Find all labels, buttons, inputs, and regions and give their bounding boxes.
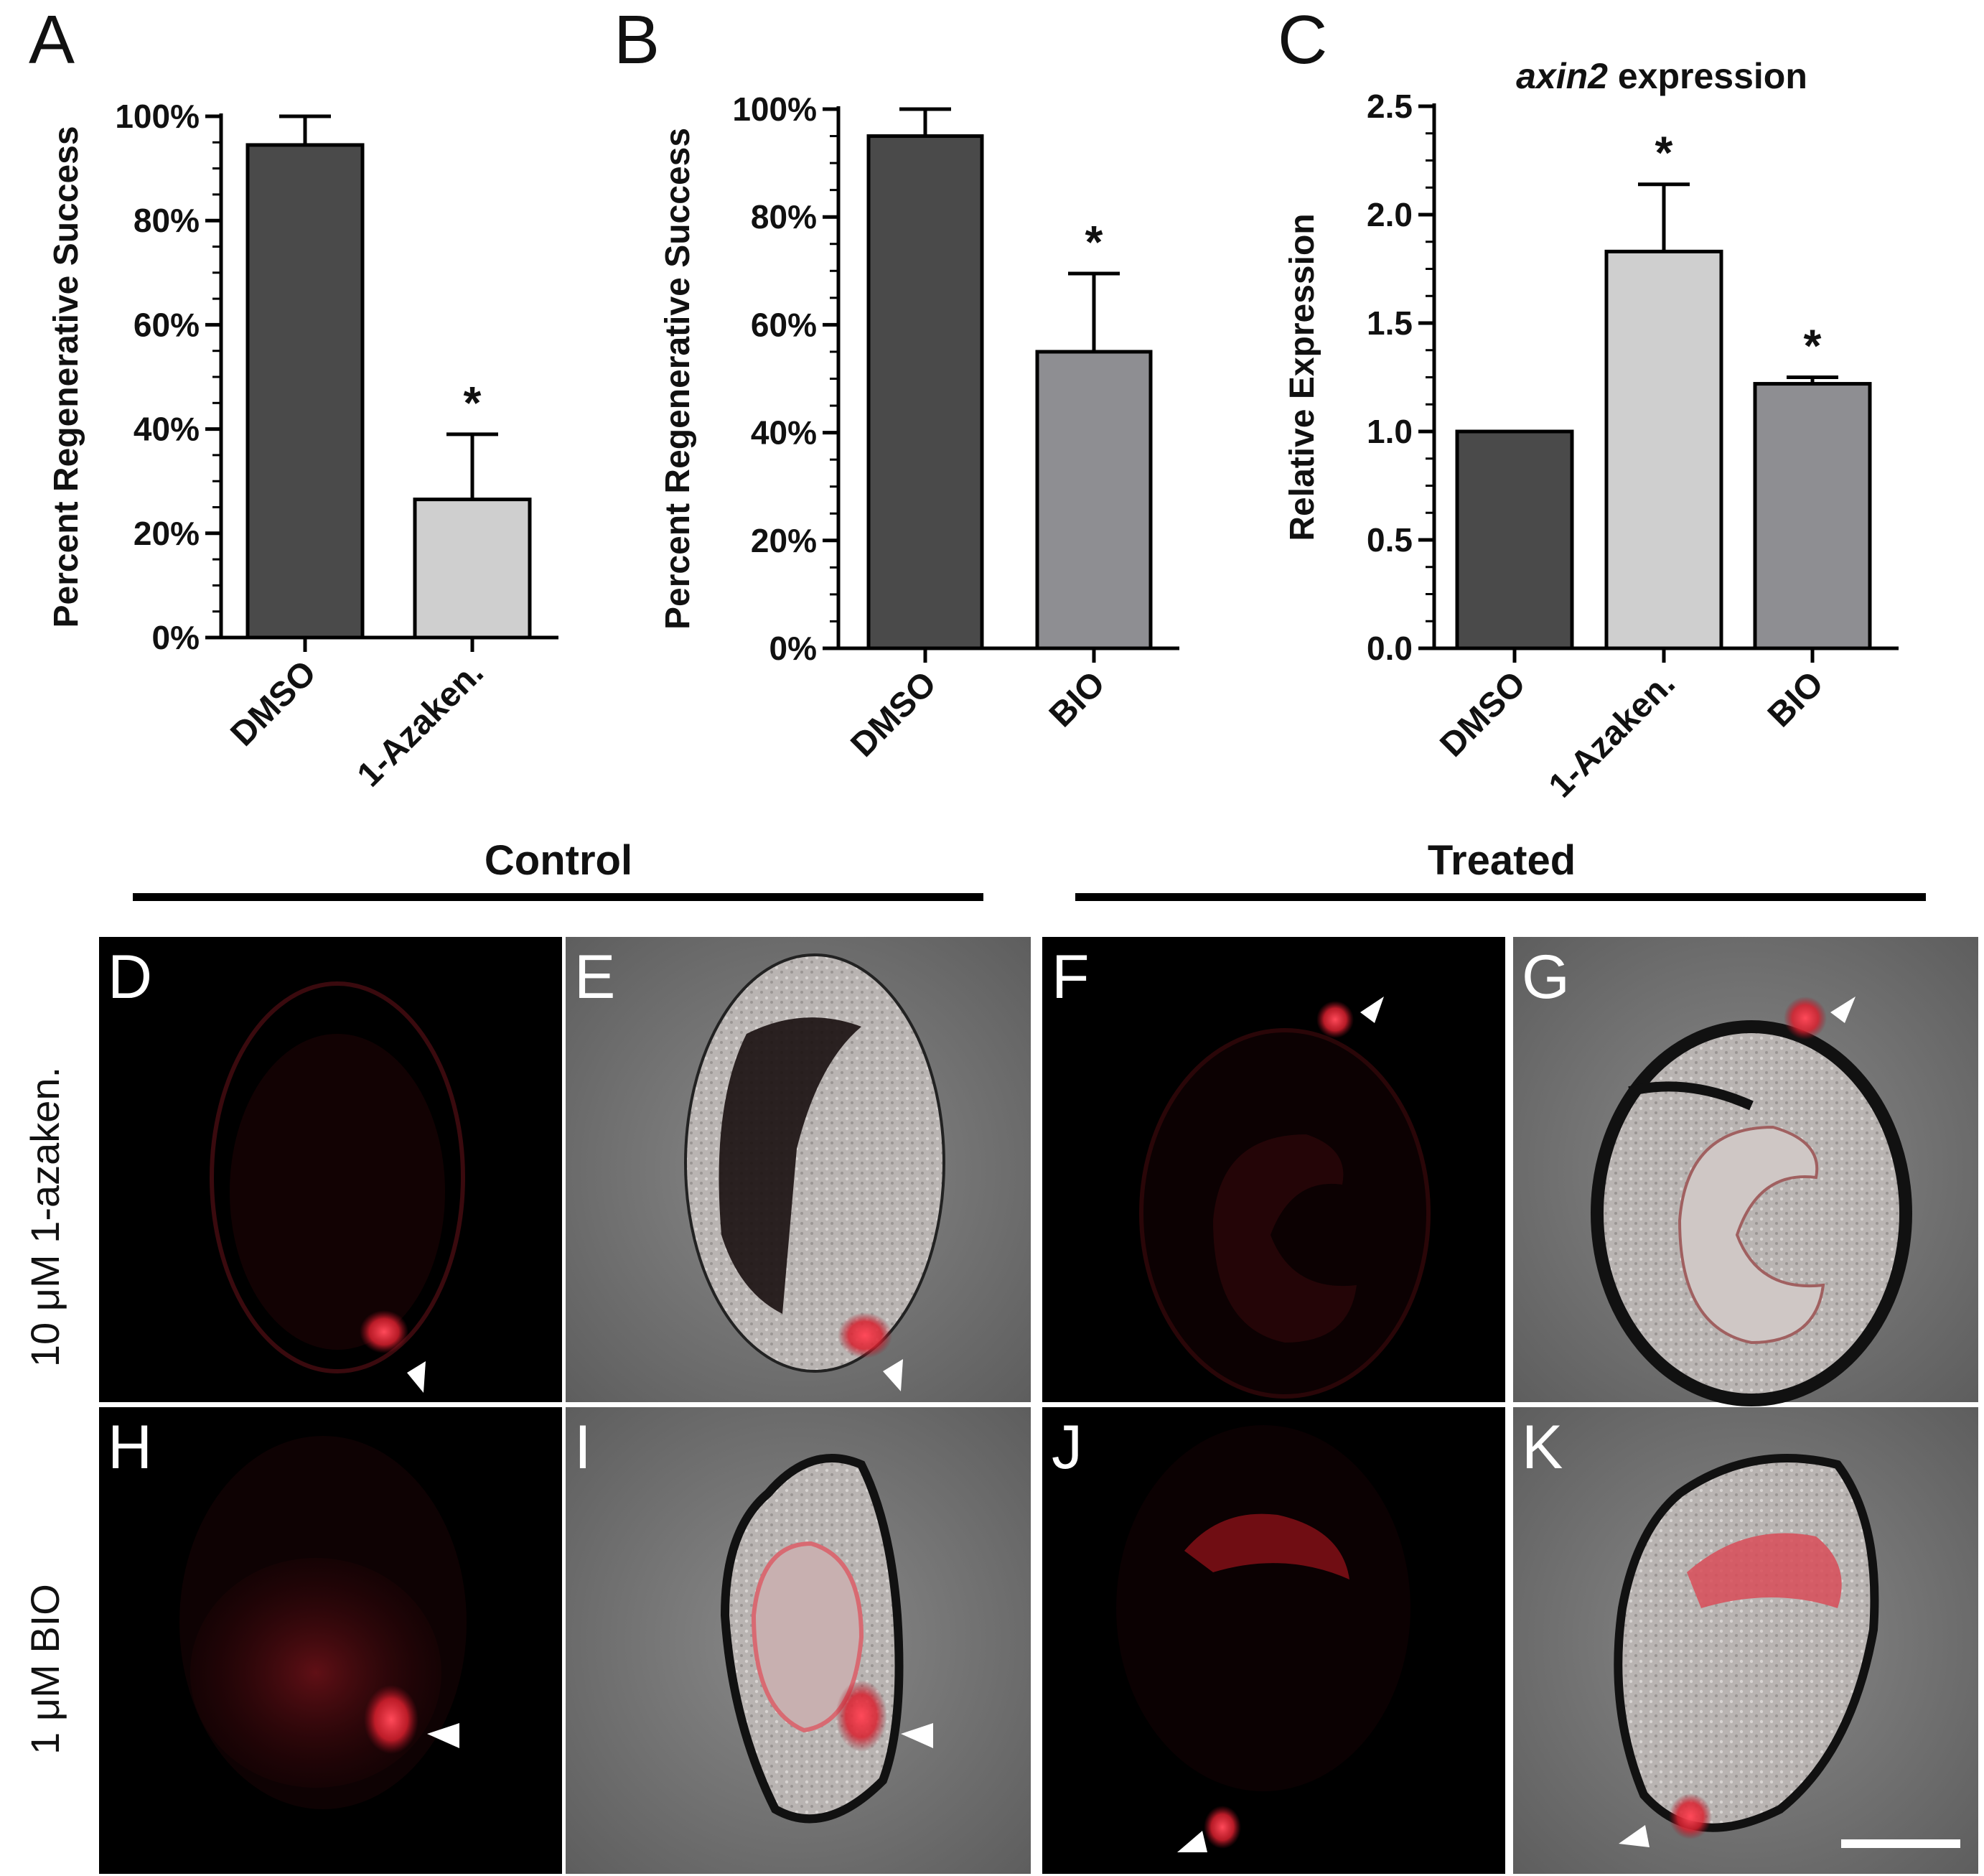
micrograph-f: F xyxy=(1042,937,1505,1402)
chart-c-category-label: DMSO xyxy=(1433,664,1533,764)
chart-b-tick-label: 80% xyxy=(751,198,817,235)
chart-a-tick-label: 20% xyxy=(134,515,200,552)
chart-c-tick-label: 2.5 xyxy=(1367,88,1413,125)
treated-bar xyxy=(1075,893,1926,901)
svg-text:E: E xyxy=(574,943,615,1012)
chart-a-significance: * xyxy=(464,377,482,429)
chart-c-bar-0 xyxy=(1455,429,1574,650)
chart-a-tick-label: 80% xyxy=(134,202,200,239)
panel-letter-c: C xyxy=(1278,1,1327,78)
micrograph-h: H xyxy=(99,1407,562,1874)
control-bar xyxy=(133,893,983,901)
chart-c-tick-label: 0.0 xyxy=(1367,630,1413,667)
chart-b-tick-label: 20% xyxy=(751,522,817,559)
micrograph-i: I xyxy=(566,1407,1031,1874)
svg-text:G: G xyxy=(1522,943,1570,1012)
chart-a-tick-label: 100% xyxy=(115,98,200,135)
chart-c: 0.0 0.5 1.0 1.5 2.0 2.5 Relative Expression DMS… xyxy=(1283,88,1899,805)
svg-text:F: F xyxy=(1052,943,1090,1012)
chart-b-category-label: BIO xyxy=(1042,664,1113,734)
row-label-bio: 1 μM BIO xyxy=(22,1584,67,1755)
group-label-control: Control xyxy=(485,837,632,884)
micrograph-e: E xyxy=(566,937,1031,1402)
chart-b-bar-1 xyxy=(1035,350,1153,650)
chart-c-tick-label: 1.0 xyxy=(1367,413,1413,450)
chart-a-tick-label: 60% xyxy=(134,306,200,343)
group-label-treated: Treated xyxy=(1428,837,1576,884)
chart-c-tick-label: 2.0 xyxy=(1367,196,1413,233)
row-label-azaken: 10 μM 1-azaken. xyxy=(22,1067,67,1367)
chart-c-category-label: 1-Azaken. xyxy=(1542,664,1683,805)
chart-b-category-label: DMSO xyxy=(843,664,943,764)
chart-b-significance: * xyxy=(1085,216,1103,268)
chart-a: 0% 20% 40% 60% 80% 100% Percent Regenerative S… xyxy=(47,98,558,794)
panel-letter-b: B xyxy=(614,1,660,78)
chart-c-ylabel: Relative Expression xyxy=(1283,213,1321,541)
chart-c-significance: * xyxy=(1655,127,1673,179)
svg-text:I: I xyxy=(574,1413,591,1482)
chart-b-ylabel: Percent Regenerative Success xyxy=(659,128,697,630)
micrograph-g: G xyxy=(1513,937,1978,1406)
chart-c-bar-1 xyxy=(1604,249,1723,650)
chart-b-tick-label: 100% xyxy=(732,90,817,128)
chart-c-significance: * xyxy=(1804,320,1822,372)
chart-b-tick-label: 40% xyxy=(751,414,817,452)
chart-a-category-label: 1-Azaken. xyxy=(350,653,491,794)
panel-letter-a: A xyxy=(29,1,75,78)
chart-a-tick-label: 40% xyxy=(134,411,200,448)
chart-a-ylabel: Percent Regenerative Success xyxy=(47,126,85,627)
svg-text:K: K xyxy=(1522,1413,1563,1482)
chart-a-bar-1 xyxy=(413,498,532,640)
micrograph-k: K xyxy=(1513,1407,1978,1874)
chart-c-bar-2 xyxy=(1753,382,1872,650)
chart-b-tick-label: 0% xyxy=(769,630,817,667)
svg-text:H: H xyxy=(108,1413,152,1482)
chart-c-tick-label: 0.5 xyxy=(1367,521,1413,559)
chart-c-category-label: BIO xyxy=(1761,664,1831,734)
svg-text:J: J xyxy=(1052,1413,1082,1482)
chart-a-tick-label: 0% xyxy=(152,619,200,656)
chart-c-tick-label: 1.5 xyxy=(1367,304,1413,342)
chart-a-category-label: DMSO xyxy=(223,653,323,753)
micrograph-j: J xyxy=(1042,1407,1505,1874)
scale-bar xyxy=(1841,1839,1960,1848)
chart-b-tick-label: 60% xyxy=(751,306,817,343)
chart-c-title: axin2 expression xyxy=(1516,56,1807,96)
chart-a-bar-0 xyxy=(245,143,365,640)
chart-b: 0% 20% 40% 60% 80% 100% Percent Regenerative S… xyxy=(659,90,1179,765)
svg-text:D: D xyxy=(108,943,152,1012)
chart-b-bar-0 xyxy=(866,134,984,650)
micrograph-d: D xyxy=(99,937,562,1402)
